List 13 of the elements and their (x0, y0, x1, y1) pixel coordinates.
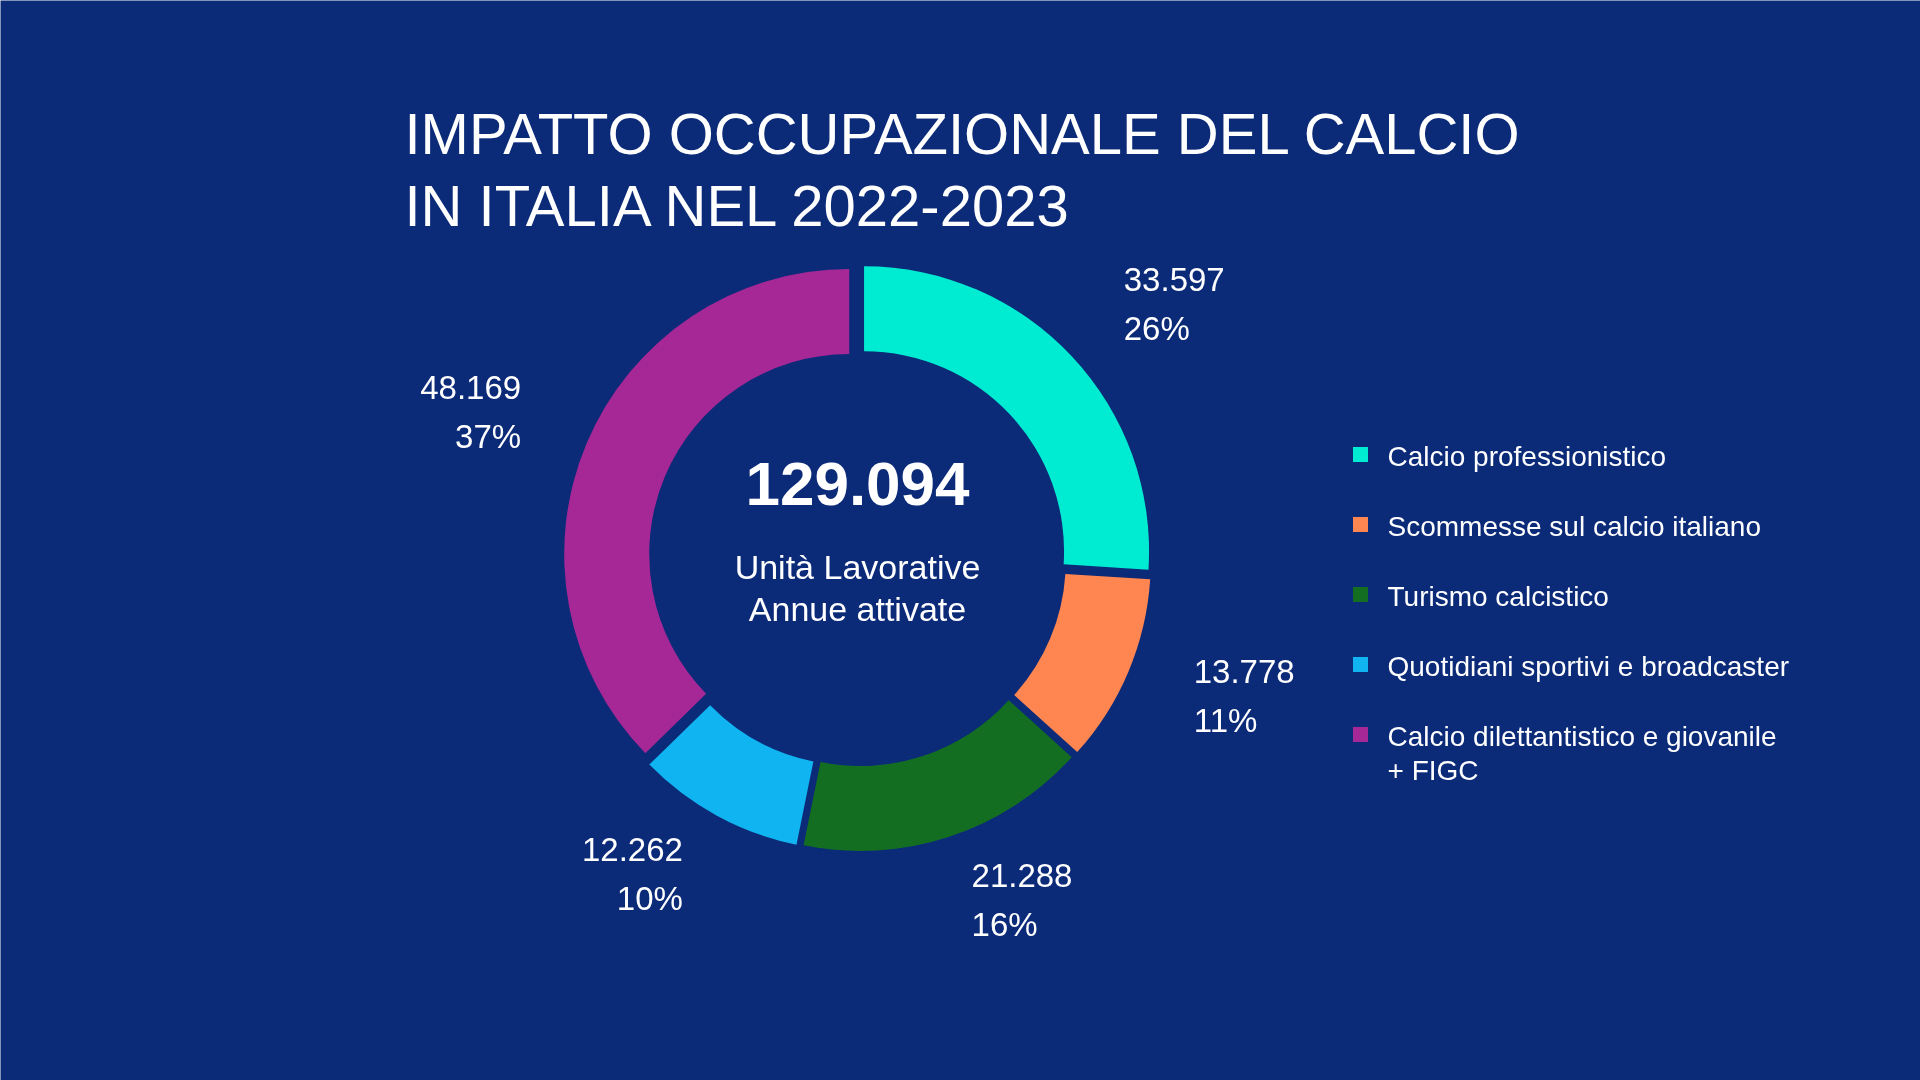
data-label: 48.169 37% (420, 368, 522, 455)
data-label: 13.778 11% (1193, 652, 1295, 739)
legend-label: Calcio dilettantistico e giovanile + FIGC (1387, 720, 1777, 786)
legend-label: Calcio professionistico (1387, 440, 1667, 472)
chart-title: IMPATTO OCCUPAZIONALE DEL CALCIO IN ITALIA NEL 2022-2023 (404, 100, 1520, 238)
data-label: 21.288 16% (971, 857, 1073, 944)
legend-label: Turismo calcistico (1387, 580, 1609, 612)
text: Unità Lavorative Annue attivate (734, 547, 981, 628)
legend-label: Scommesse sul calcio italiano (1387, 510, 1761, 542)
data-label: 12.262 10% (581, 831, 683, 918)
legend-label: Quotidiani sportivi e broadcaster (1387, 650, 1790, 682)
data-label: 33.597 26% (1123, 260, 1225, 347)
text: 129.094 (745, 448, 971, 518)
